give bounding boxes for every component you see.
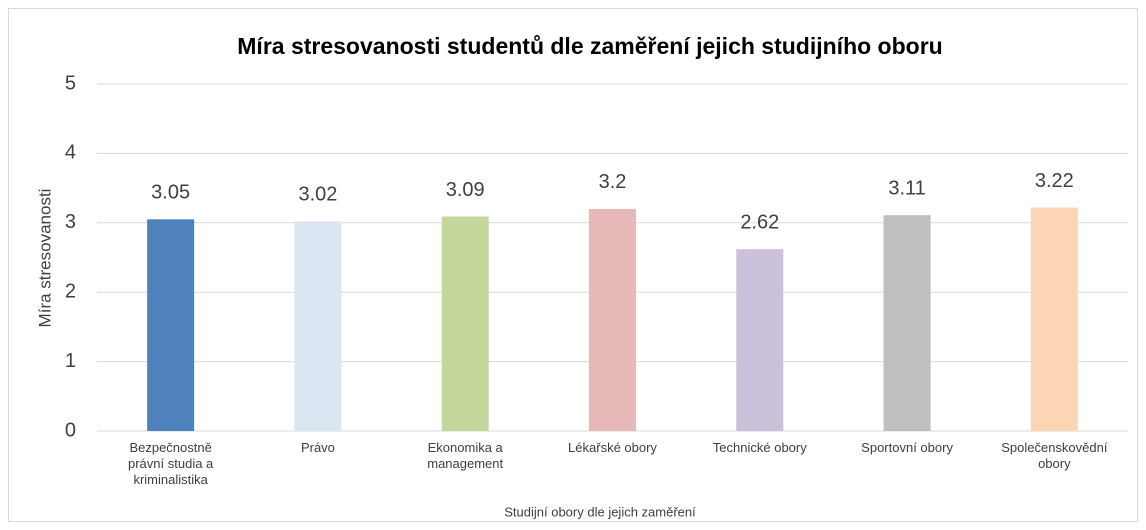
x-tick-label: Sportovní obory xyxy=(861,440,953,455)
y-tick-label: 0 xyxy=(65,419,76,441)
y-tick-label: 4 xyxy=(65,142,76,164)
chart-title: Míra stresovanosti studentů dle zaměření… xyxy=(237,33,942,59)
bar xyxy=(589,208,636,431)
x-tick-label: Technické obory xyxy=(712,440,807,455)
bar xyxy=(441,216,489,431)
x-tick-label: Společenskovědní obory xyxy=(1001,440,1108,471)
bar xyxy=(883,215,931,431)
x-tick-label: Ekonomika a management xyxy=(427,440,504,471)
x-tick-label: Bezpečnostně právní studia a kriminalist… xyxy=(128,440,214,487)
x-tick-label: Právo xyxy=(300,440,335,455)
data-label: 3.2 xyxy=(599,171,627,193)
data-label: 3.09 xyxy=(446,179,485,201)
y-tick-label: 3 xyxy=(65,211,76,233)
chart-frame xyxy=(8,8,1138,522)
bar xyxy=(147,219,195,431)
y-tick-label: 5 xyxy=(65,72,76,94)
data-label: 2.62 xyxy=(740,211,779,233)
y-tick-label: 1 xyxy=(65,350,76,372)
data-label: 3.05 xyxy=(151,182,190,204)
bar xyxy=(1030,207,1078,431)
x-tick-label: Lékařské obory xyxy=(568,440,657,455)
y-tick-label: 2 xyxy=(65,280,76,302)
y-axis-label: Míra stresovanosti xyxy=(35,189,54,328)
data-label: 3.11 xyxy=(888,177,925,199)
data-label: 3.22 xyxy=(1035,170,1074,192)
bar xyxy=(736,249,784,431)
x-axis-label: Studijní obory dle jejich zaměření xyxy=(504,504,696,519)
data-label: 3.02 xyxy=(298,184,337,206)
bar xyxy=(294,221,342,431)
